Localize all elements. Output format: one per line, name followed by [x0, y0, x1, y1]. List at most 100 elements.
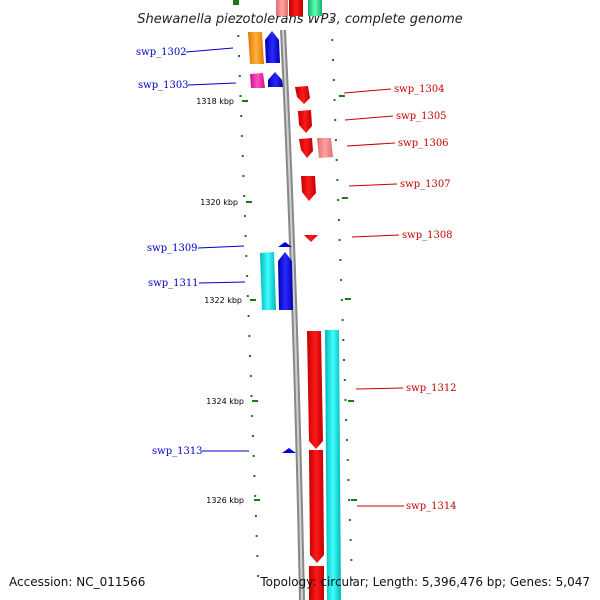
tick-dot — [337, 199, 340, 201]
tick-dot — [238, 75, 241, 77]
gene-label-leader — [185, 47, 234, 53]
tick-dot — [345, 439, 348, 441]
kbp-tick — [252, 400, 258, 402]
tick-dot — [239, 95, 242, 97]
tick-dot — [331, 39, 334, 41]
gene-swp-1305[interactable] — [298, 110, 312, 133]
gene-label-leader — [346, 142, 396, 147]
tick-dot — [249, 375, 252, 377]
tick-dot — [253, 475, 256, 477]
gene-swp-1311-cyan[interactable] — [260, 252, 276, 310]
tick-dot — [251, 415, 254, 417]
inner-tick-marks — [236, 15, 260, 577]
tick-dot — [330, 19, 333, 21]
tick-dot — [339, 259, 342, 261]
tick-dot — [242, 175, 245, 177]
left-gene-labels: swp_1302 swp_1303 swp_1309 swp_1311 swp_… — [136, 47, 249, 457]
gene-label-swp-1306[interactable]: swp_1306 — [398, 138, 449, 149]
tick-dot — [341, 319, 344, 321]
gene-swp-1306-pink[interactable] — [317, 138, 333, 158]
gene-swp-1303-magenta[interactable] — [250, 73, 265, 88]
tick-dot — [247, 315, 250, 317]
major-tick-dash — [348, 400, 354, 402]
tick-dot — [343, 379, 346, 381]
gene-swp-1306-red[interactable] — [299, 138, 313, 158]
kbp-tick — [242, 100, 248, 102]
tick-dot — [346, 459, 349, 461]
tick-dot — [332, 79, 335, 81]
tick-dot — [333, 99, 336, 101]
tick-dot — [244, 235, 247, 237]
genome-backbone-highlight — [282, 29, 303, 600]
right-gene-labels: swp_1304 swp_1305 swp_1306 swp_1307 swp_… — [343, 84, 457, 512]
gene-swp-1313[interactable] — [282, 448, 296, 453]
tick-dot — [236, 15, 239, 17]
gene-swp-1314[interactable] — [309, 450, 324, 563]
tick-dot — [337, 219, 340, 221]
tick-dot — [240, 115, 243, 117]
gene-label-swp-1311[interactable]: swp_1311 — [148, 278, 199, 289]
gene-label-swp-1313[interactable]: swp_1313 — [152, 446, 203, 457]
gene-label-swp-1309[interactable]: swp_1309 — [147, 243, 198, 254]
gene-top-green-small[interactable] — [233, 0, 239, 5]
gene-label-leader — [355, 387, 404, 390]
tick-dot — [334, 139, 337, 141]
topology-text: Topology: circular; Length: 5,396,476 bp… — [259, 575, 590, 589]
kbp-tick — [250, 299, 256, 301]
gene-label-swp-1312[interactable]: swp_1312 — [406, 383, 457, 394]
gene-label-leader — [198, 281, 246, 284]
tick-dot — [256, 555, 259, 557]
tick-dot — [243, 195, 246, 197]
tick-dot — [251, 435, 254, 437]
tick-dot — [245, 255, 248, 257]
major-tick-dash — [341, 197, 348, 199]
gene-swp-1302-orange[interactable] — [248, 32, 264, 64]
tick-dot — [248, 335, 251, 337]
tick-dot — [241, 155, 244, 157]
accession-text: Accession: NC_011566 — [9, 575, 145, 589]
gene-swp-1312[interactable] — [307, 331, 323, 449]
gene-swp-1311-blue[interactable] — [278, 252, 293, 310]
gene-bottom-red-partial[interactable] — [309, 566, 324, 600]
gene-label-swp-1308[interactable]: swp_1308 — [402, 230, 453, 241]
gene-label-leader — [351, 234, 400, 238]
gene-swp-1303-blue[interactable] — [268, 72, 283, 87]
gene-top-pink-partial[interactable] — [276, 0, 288, 16]
kbp-tick — [254, 499, 260, 501]
tick-dot — [252, 455, 255, 457]
outer-tick-marks — [330, 19, 357, 581]
gene-label-swp-1314[interactable]: swp_1314 — [406, 501, 457, 512]
tick-dot — [237, 35, 240, 37]
kbp-tick — [246, 201, 252, 203]
gene-swp-1304[interactable] — [295, 86, 310, 104]
gene-swp-1309[interactable] — [278, 242, 292, 247]
gene-swp-1312-cyan[interactable] — [325, 330, 341, 600]
tick-dot — [348, 499, 351, 501]
gene-label-swp-1303[interactable]: swp_1303 — [138, 80, 189, 91]
gene-swp-1302-blue[interactable] — [265, 31, 280, 63]
gene-label-swp-1302[interactable]: swp_1302 — [136, 47, 187, 58]
map-title: Shewanella piezotolerans WP3, complete g… — [137, 12, 463, 27]
gene-label-swp-1307[interactable]: swp_1307 — [400, 179, 451, 190]
tick-dot — [349, 539, 352, 541]
gene-swp-1308[interactable] — [304, 235, 318, 242]
kbp-label: 1318 kbp — [196, 97, 234, 106]
tick-dot — [340, 299, 343, 301]
gene-label-swp-1304[interactable]: swp_1304 — [394, 84, 445, 95]
gene-label-swp-1305[interactable]: swp_1305 — [396, 111, 447, 122]
kbp-label: 1320 kbp — [200, 198, 238, 207]
tick-dot — [250, 395, 253, 397]
gene-top-red-partial[interactable] — [289, 0, 303, 16]
gene-label-leader — [344, 115, 394, 121]
tick-dot — [238, 55, 240, 57]
gene-swp-1307[interactable] — [301, 176, 316, 201]
tick-dot — [254, 495, 257, 497]
tick-dot — [338, 239, 341, 241]
tick-dot — [340, 279, 343, 281]
gene-top-green-partial[interactable] — [308, 0, 322, 16]
tick-dot — [246, 275, 249, 277]
kbp-label: 1324 kbp — [206, 397, 244, 406]
tick-dot — [243, 215, 246, 217]
tick-dot — [240, 135, 243, 137]
tick-dot — [336, 179, 339, 181]
